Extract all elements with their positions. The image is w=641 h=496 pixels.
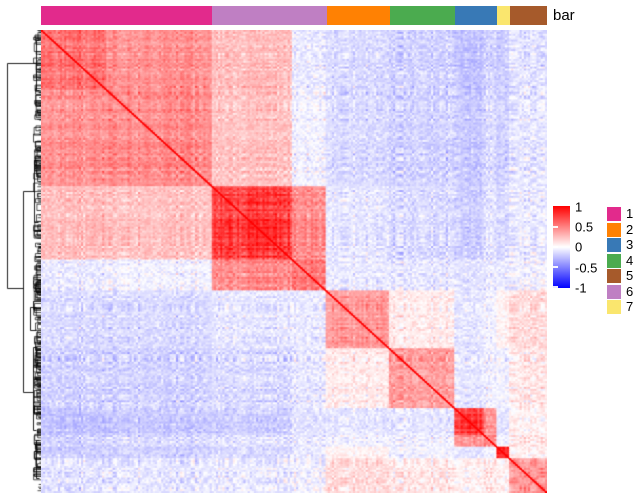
legend-label: 6 <box>626 283 634 299</box>
legend-label: 1 <box>626 206 634 221</box>
legend-swatch <box>607 238 621 252</box>
legend-swatch <box>607 284 621 299</box>
legend-item: 6 <box>607 283 634 299</box>
colorbar-tick <box>553 266 558 268</box>
legend-item: 3 <box>607 238 633 252</box>
colorbar-tick-label: 0.5 <box>575 219 594 234</box>
colorbar-tick-label: -0.5 <box>575 260 598 275</box>
correlation-heatmap-canvas <box>41 30 547 493</box>
legend-swatch <box>607 300 621 314</box>
annotation-bar <box>41 6 547 25</box>
legend-item: 7 <box>607 300 633 314</box>
annotation-title: bar <box>553 7 575 24</box>
legend-swatch <box>607 253 621 268</box>
legend-label: 3 <box>626 237 634 252</box>
legend-swatch <box>607 207 621 221</box>
legend-item: 5 <box>607 269 633 283</box>
legend-label: 7 <box>626 299 634 314</box>
colorbar-tick <box>553 226 558 228</box>
legend-item: 4 <box>607 252 634 268</box>
row-dendrogram <box>3 30 41 493</box>
colorbar-tick <box>553 286 558 288</box>
annotation-segment <box>496 6 511 25</box>
colorbar-tick <box>553 246 558 248</box>
colorbar-legend: 1 0.5 0 -0.5 -1 <box>553 201 633 302</box>
annotation-segment <box>41 6 213 25</box>
legend-label: 5 <box>626 268 634 283</box>
group-legend: 1 2 3 4 5 6 7 <box>607 207 633 314</box>
legend-swatch <box>607 222 621 237</box>
legend-label: 4 <box>626 252 634 268</box>
annotation-segment <box>326 6 391 25</box>
colorbar-tick-label: 1 <box>575 199 583 215</box>
legend-item: 1 <box>607 207 633 221</box>
colorbar-tick-label: -1 <box>575 280 587 296</box>
annotation-segment <box>390 6 455 25</box>
legend-item: 2 <box>607 221 634 237</box>
legend-label: 2 <box>626 221 634 237</box>
legend-swatch <box>607 269 621 283</box>
annotation-segment <box>212 6 327 25</box>
colorbar-tick-label: 0 <box>575 239 583 255</box>
annotation-segment <box>454 6 497 25</box>
annotation-segment <box>510 6 547 25</box>
